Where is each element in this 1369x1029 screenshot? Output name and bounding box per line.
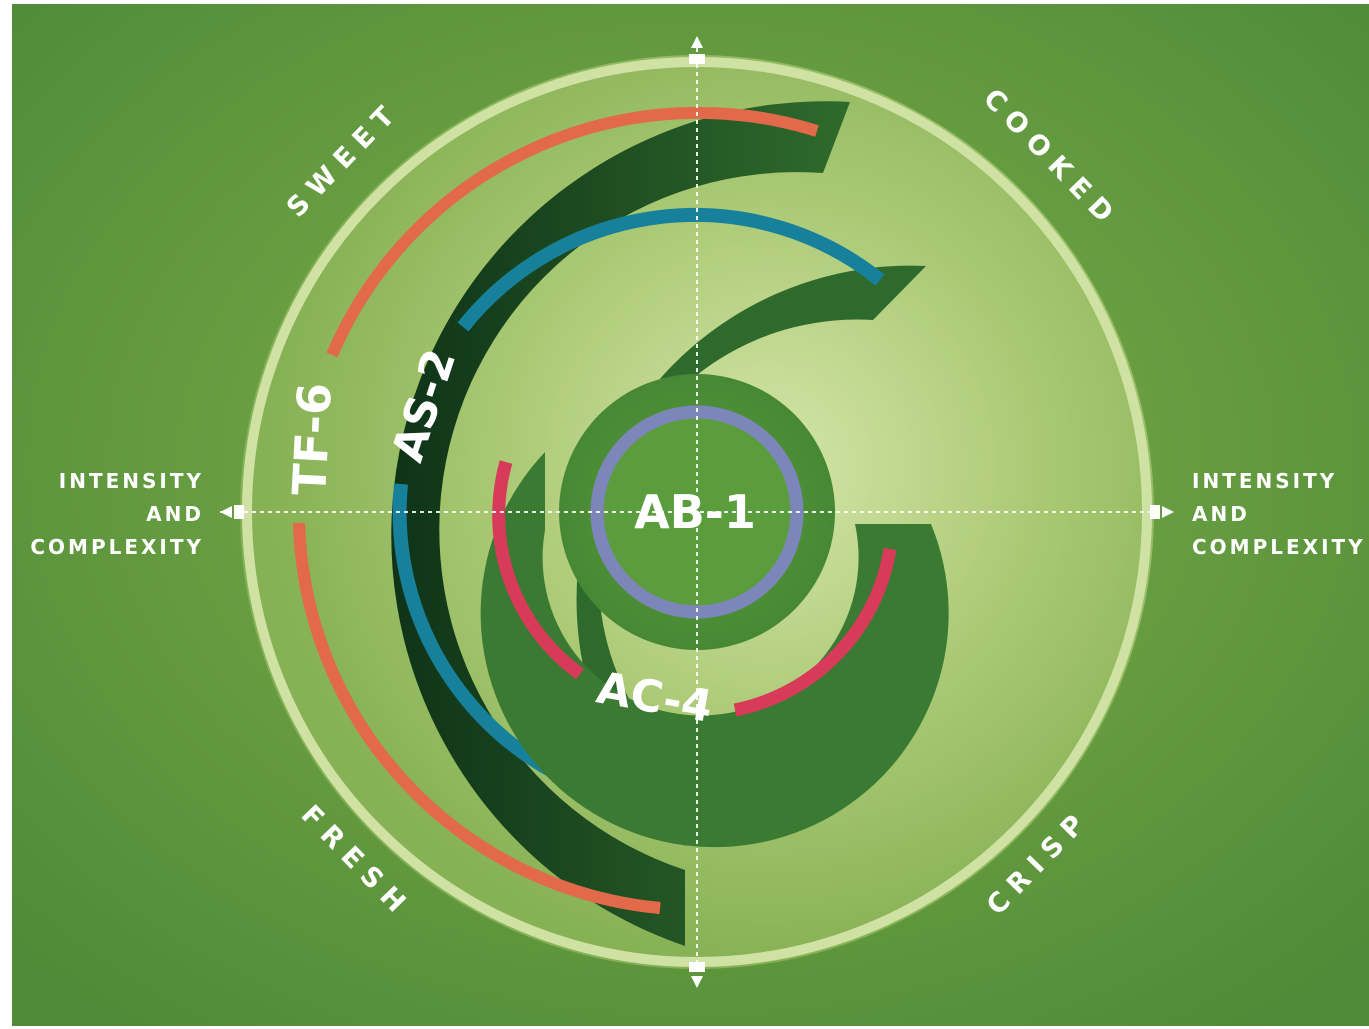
axis-cap-top bbox=[689, 54, 705, 64]
label-ab1: AB-1 bbox=[634, 485, 756, 539]
axis-cap-bottom bbox=[689, 962, 705, 972]
axis-left-line-3: COMPLEXITY bbox=[30, 535, 204, 559]
ac4-stripe-left bbox=[492, 460, 584, 680]
arrow-left-icon bbox=[220, 506, 232, 518]
axis-left-line-2: AND bbox=[146, 502, 204, 526]
axis-cap-left bbox=[234, 505, 244, 519]
as2-stripe-upper bbox=[457, 207, 885, 332]
tf6-stripe-upper bbox=[326, 106, 819, 358]
arrow-down-icon bbox=[691, 976, 703, 988]
ac4-stripe-right bbox=[733, 547, 897, 717]
tf6-stripe-lower-b bbox=[293, 522, 661, 914]
arrow-up-icon bbox=[691, 36, 703, 48]
arrow-right-icon bbox=[1162, 506, 1174, 518]
axis-right-line-2: AND bbox=[1192, 502, 1250, 526]
label-tf6: TF-6 bbox=[282, 382, 342, 497]
tf6-band bbox=[391, 101, 850, 946]
axis-right-line-3: COMPLEXITY bbox=[1192, 535, 1366, 559]
axis-left-line-1: INTENSITY bbox=[59, 469, 204, 493]
ac4-band bbox=[480, 452, 949, 848]
axis-cap-right bbox=[1150, 505, 1160, 519]
axis-right-line-1: INTENSITY bbox=[1192, 469, 1337, 493]
